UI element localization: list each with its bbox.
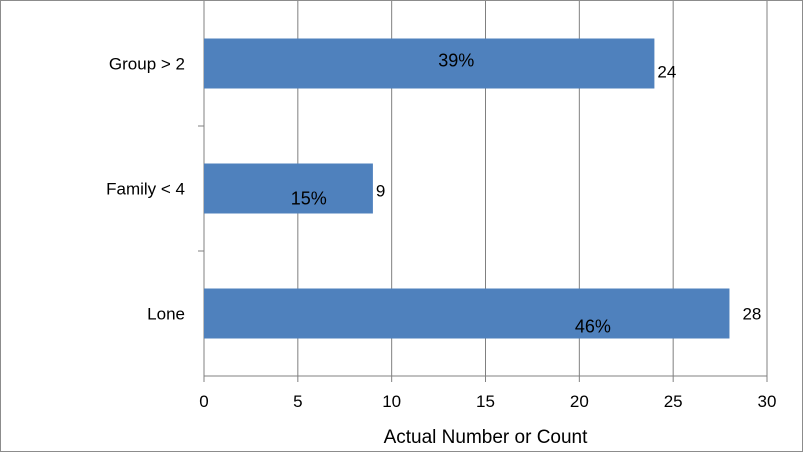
labels: Group > 2 24 39% Family < 4 9 15% Lone 28 46% [106,51,761,337]
x-axis-title: Actual Number or Count [384,427,589,448]
x-tick-label: 15 [476,392,495,411]
category-label: Family < 4 [106,180,185,199]
x-tick-label: 10 [382,392,401,411]
bars [204,38,730,339]
percent-label: 46% [575,317,611,337]
x-tick-label: 25 [664,392,683,411]
x-tick-label: 20 [570,392,589,411]
category-label: Lone [147,305,185,324]
value-label: 9 [376,182,385,201]
x-tick-label: 0 [199,392,208,411]
bar [204,288,730,339]
percent-label: 15% [291,189,327,209]
percent-label: 39% [438,51,474,71]
x-tick-label: 30 [758,392,777,411]
x-tick-label: 5 [293,392,302,411]
bar [204,163,373,214]
value-label: 24 [657,63,676,82]
category-label: Group > 2 [109,55,185,74]
value-label: 28 [742,305,761,324]
bar [204,38,655,89]
